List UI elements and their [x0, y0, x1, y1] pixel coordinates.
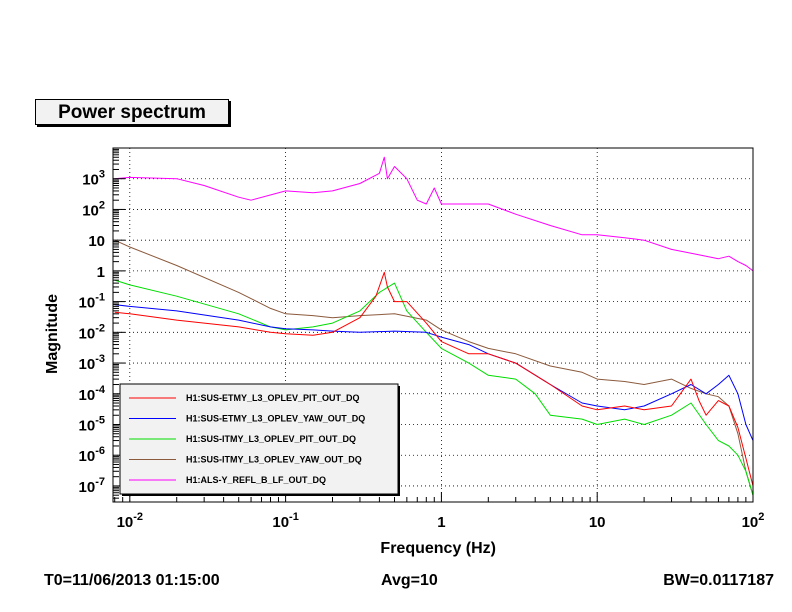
- x-tick-label: 10-1: [272, 511, 298, 531]
- footer-avg: Avg=10: [381, 572, 438, 589]
- y-tick-label: 10: [88, 233, 105, 250]
- grid-lines: [113, 148, 753, 502]
- y-tick-label: 10-7: [79, 476, 105, 496]
- y-axis-title: Magnitude: [44, 294, 61, 374]
- legend-entry-label: H1:ALS-Y_REFL_B_LF_OUT_DQ: [186, 475, 326, 485]
- footer-bw: BW=0.0117187: [663, 572, 774, 589]
- x-tick-label: 10-2: [117, 511, 143, 531]
- x-tick-label: 1: [437, 514, 445, 531]
- y-tick-exponent: -2: [95, 322, 105, 334]
- x-axis-title: Frequency (Hz): [380, 540, 496, 557]
- y-tick-exponent: -3: [95, 353, 105, 365]
- series-layer: [114, 156, 754, 496]
- y-tick-exponent: -5: [95, 414, 105, 426]
- legend: H1:SUS-ETMY_L3_OPLEV_PIT_OUT_DQ H1:SUS-ET…: [119, 383, 400, 496]
- y-tick-exponent: -7: [95, 476, 105, 488]
- series-line: [114, 156, 754, 272]
- y-tick-label: 10-1: [79, 292, 105, 312]
- x-tick-label: 10: [589, 514, 606, 531]
- y-tick-exponent: 3: [99, 169, 105, 181]
- legend-entry-label: H1:SUS-ITMY_L3_OPLEV_PIT_OUT_DQ: [186, 434, 356, 444]
- y-tick-label: 103: [82, 169, 105, 189]
- y-tick-label: 10-6: [79, 445, 105, 465]
- y-tick-exponent: -6: [95, 445, 105, 457]
- series-line: [114, 239, 754, 496]
- y-tick-label: 10-5: [79, 414, 105, 434]
- x-tick-exponent: 2: [758, 511, 764, 523]
- plot-frame: [112, 147, 754, 503]
- y-tick-label: 10-3: [79, 353, 105, 373]
- x-tick-label: 102: [742, 511, 765, 531]
- y-tick-exponent: -4: [95, 384, 106, 396]
- y-tick-label: 10-4: [79, 384, 106, 404]
- y-tick-label: 10-2: [79, 322, 105, 342]
- footer-t0: T0=11/06/2013 01:15:00: [44, 572, 220, 589]
- y-tick-exponent: -1: [95, 292, 105, 304]
- legend-entry-label: H1:SUS-ETMY_L3_OPLEV_YAW_OUT_DQ: [186, 414, 365, 424]
- series-line: [114, 279, 754, 496]
- x-tick-exponent: -2: [133, 511, 143, 523]
- chart-title: Power spectrum: [35, 99, 229, 125]
- series-line: [114, 271, 754, 487]
- legend-entry-label: H1:SUS-ITMY_L3_OPLEV_YAW_OUT_DQ: [186, 455, 362, 465]
- legend-entry-label: H1:SUS-ETMY_L3_OPLEV_PIT_OUT_DQ: [186, 393, 360, 403]
- y-tick-exponent: 2: [99, 199, 105, 211]
- x-tick-exponent: -1: [289, 511, 299, 523]
- y-tick-label: 102: [82, 199, 105, 219]
- y-tick-label: 1: [97, 264, 105, 281]
